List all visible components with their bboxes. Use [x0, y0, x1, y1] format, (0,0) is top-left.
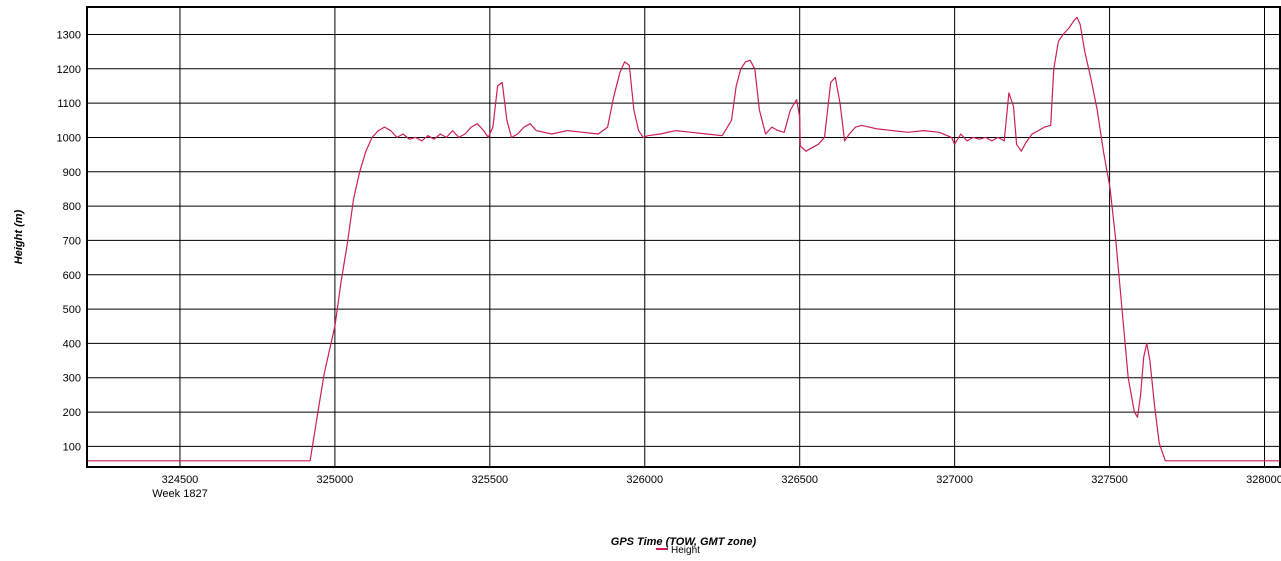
y-tick-label: 300: [63, 373, 81, 385]
y-tick-label: 500: [63, 304, 81, 316]
week-label: Week 1827: [152, 488, 207, 500]
x-tick-label: 327500: [1091, 474, 1128, 486]
series-layer: [87, 16, 1280, 462]
x-tick-label: 326500: [781, 474, 818, 486]
legend-label-height: Height: [671, 545, 700, 556]
y-tick-label: 1000: [57, 132, 81, 144]
y-tick-label: 400: [63, 338, 81, 350]
y-tick-label: 1300: [57, 29, 81, 41]
y-tick-label: 100: [63, 441, 81, 453]
x-tick-label: 324500: [162, 474, 199, 486]
x-tick-label: 326000: [626, 474, 663, 486]
series-line-height: [87, 16, 1280, 462]
y-tick-label: 800: [63, 201, 81, 213]
x-tick-label: 327000: [936, 474, 973, 486]
x-tick-label: 325000: [317, 474, 354, 486]
legend: Height: [656, 545, 700, 556]
y-tick-label: 1100: [57, 98, 81, 110]
y-tick-label: 1200: [57, 64, 81, 76]
y-tick-label: 600: [63, 270, 81, 282]
y-tick-labels: 100 200 300 400 500 600 700 800 900 1000 1100 1200 1…: [57, 29, 81, 453]
y-tick-label: 200: [63, 407, 81, 419]
y-tick-label: 900: [63, 167, 81, 179]
grid-lines: [87, 7, 1280, 467]
x-tick-label: 325500: [471, 474, 508, 486]
plot-frame: [86, 6, 1281, 468]
y-axis-title: Height (m): [13, 209, 25, 264]
x-tick-labels: 324500 325000 325500 326000 326500 327000 3275…: [162, 474, 1281, 486]
x-tick-label: 328000: [1246, 474, 1281, 486]
x-axis-title: GPS Time (TOW, GMT zone): [611, 536, 757, 548]
y-tick-label: 700: [63, 235, 81, 247]
